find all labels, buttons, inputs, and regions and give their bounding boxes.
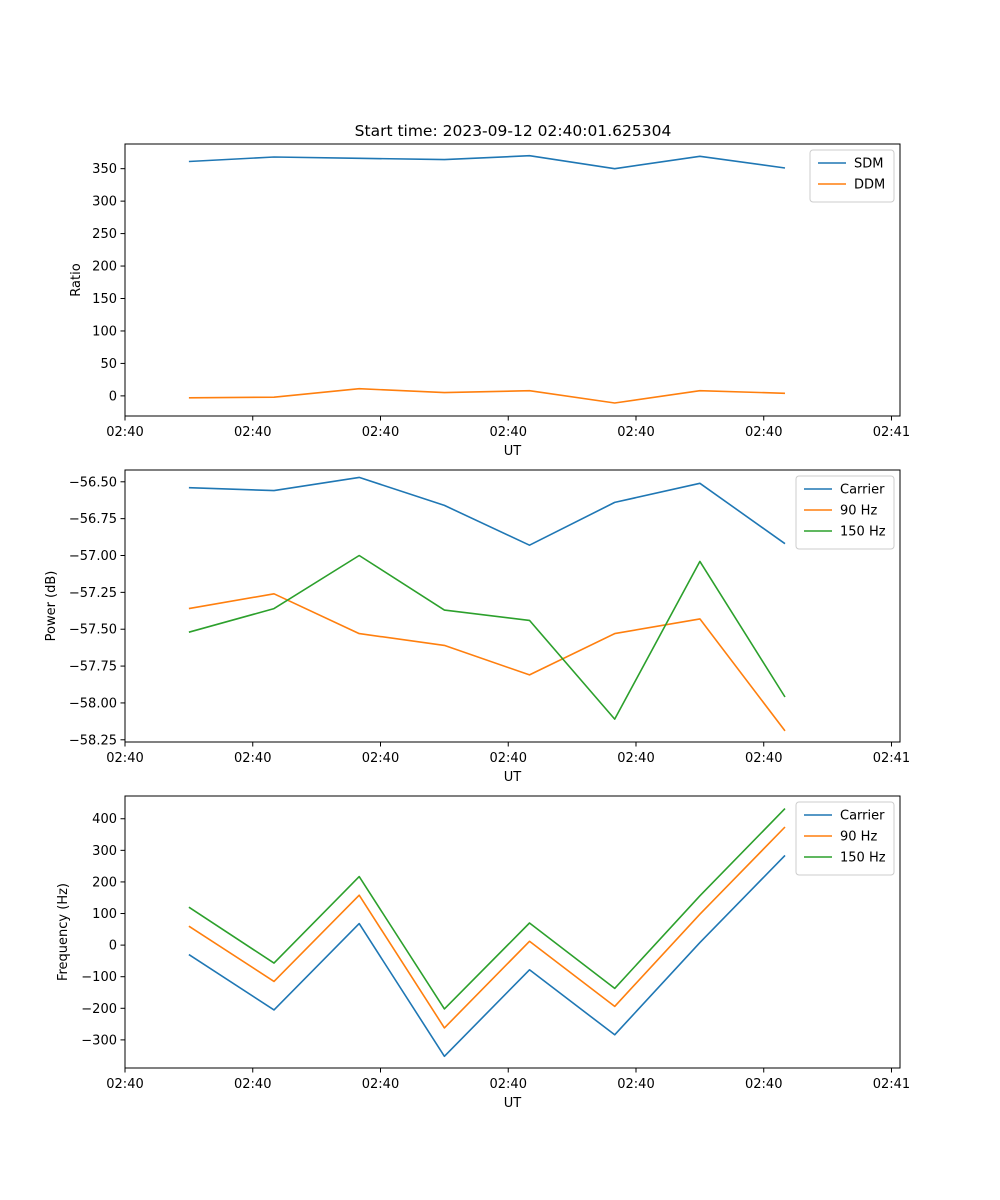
y-tick-label: 0 — [109, 389, 117, 404]
legend-label: Carrier — [840, 809, 885, 824]
x-tick-label: 02:40 — [234, 425, 271, 440]
panels: 02:40 02:40 02:40 02:40 02:40 02:40 02:41 0 50 10… — [44, 143, 910, 1111]
y-tick-label: −100 — [81, 970, 117, 985]
x-tick-label: 02:41 — [873, 751, 910, 766]
x-tick-label: 02:40 — [617, 425, 654, 440]
x-tick-label: 02:40 — [106, 425, 143, 440]
y-tick-label: −56.50 — [69, 475, 117, 490]
x-tick-label: 02:40 — [617, 751, 654, 766]
y-tick-label: 200 — [92, 260, 117, 275]
y-tick-label: 200 — [92, 875, 117, 890]
legend-label: 90 Hz — [840, 830, 877, 845]
y-tick-label: 150 — [92, 292, 117, 307]
x-tick-label: 02:40 — [490, 751, 527, 766]
x-tick-label: 02:41 — [873, 1077, 910, 1092]
x-axis-label: UT — [504, 1096, 522, 1111]
series-line-ddm — [188, 387, 786, 404]
panel-1: 02:40 02:40 02:40 02:40 02:40 02:40 02:41 0 50 10… — [69, 143, 910, 459]
series-line-150-hz — [188, 554, 786, 720]
y-tick-label: −57.00 — [69, 549, 117, 564]
y-tick-label: 100 — [92, 907, 117, 922]
axes-frame — [124, 795, 901, 1069]
series-line-90-hz — [188, 826, 786, 1029]
x-axis-label: UT — [504, 770, 522, 785]
y-axis-label: Power (dB) — [44, 571, 59, 642]
x-tick-label: 02:40 — [234, 1077, 271, 1092]
y-tick-label: −200 — [81, 1002, 117, 1017]
panel-3: 02:40 02:40 02:40 02:40 02:40 02:40 02:41 −300 −… — [56, 795, 910, 1111]
x-tick-label: 02:40 — [745, 1077, 782, 1092]
x-tick-label: 02:40 — [362, 751, 399, 766]
x-tick-label: 02:40 — [106, 1077, 143, 1092]
x-tick-label: 02:40 — [362, 425, 399, 440]
x-tick-label: 02:40 — [745, 425, 782, 440]
legend-label: 90 Hz — [840, 504, 877, 519]
y-tick-label: 100 — [92, 324, 117, 339]
x-tick-label: 02:40 — [745, 751, 782, 766]
y-tick-label: 0 — [109, 939, 117, 954]
x-tick-label: 02:40 — [234, 751, 271, 766]
x-tick-label: 02:41 — [873, 425, 910, 440]
x-axis-label: UT — [504, 444, 522, 459]
x-tick-label: 02:40 — [362, 1077, 399, 1092]
y-tick-label: −57.50 — [69, 623, 117, 638]
y-axis-label: Ratio — [69, 263, 84, 296]
y-axis-label: Frequency (Hz) — [56, 883, 71, 981]
y-tick-label: 400 — [92, 812, 117, 827]
series-line-carrier — [188, 476, 786, 547]
series-line-150-hz — [188, 808, 786, 1010]
legend: Carrier 90 Hz 150 Hz — [795, 801, 895, 876]
x-tick-label: 02:40 — [490, 1077, 527, 1092]
figure-title: Start time: 2023-09-12 02:40:01.625304 — [355, 122, 672, 140]
y-tick-label: −57.75 — [69, 660, 117, 675]
legend-label: 150 Hz — [840, 525, 886, 540]
y-tick-label: 300 — [92, 195, 117, 210]
series-line-carrier — [188, 854, 786, 1058]
y-tick-label: −58.00 — [69, 696, 117, 711]
y-tick-label: 50 — [100, 357, 117, 372]
y-tick-label: −300 — [81, 1033, 117, 1048]
panel-2: 02:40 02:40 02:40 02:40 02:40 02:40 02:41 −58.2… — [44, 469, 910, 785]
y-tick-label: −58.25 — [69, 733, 117, 748]
series-line-sdm — [188, 154, 786, 170]
y-tick-label: −56.75 — [69, 512, 117, 527]
axes-frame — [124, 143, 901, 417]
legend-label: Carrier — [840, 483, 885, 498]
x-tick-label: 02:40 — [490, 425, 527, 440]
legend: SDM DDM — [809, 149, 895, 203]
legend: Carrier 90 Hz 150 Hz — [795, 475, 895, 550]
y-tick-label: 350 — [92, 162, 117, 177]
y-tick-label: 300 — [92, 844, 117, 859]
legend-label: 150 Hz — [840, 851, 886, 866]
x-tick-label: 02:40 — [617, 1077, 654, 1092]
y-tick-label: −57.25 — [69, 586, 117, 601]
x-tick-label: 02:40 — [106, 751, 143, 766]
y-tick-label: 250 — [92, 227, 117, 242]
axes-frame — [124, 469, 901, 743]
legend-label: DDM — [854, 178, 885, 193]
legend-label: SDM — [854, 157, 883, 172]
